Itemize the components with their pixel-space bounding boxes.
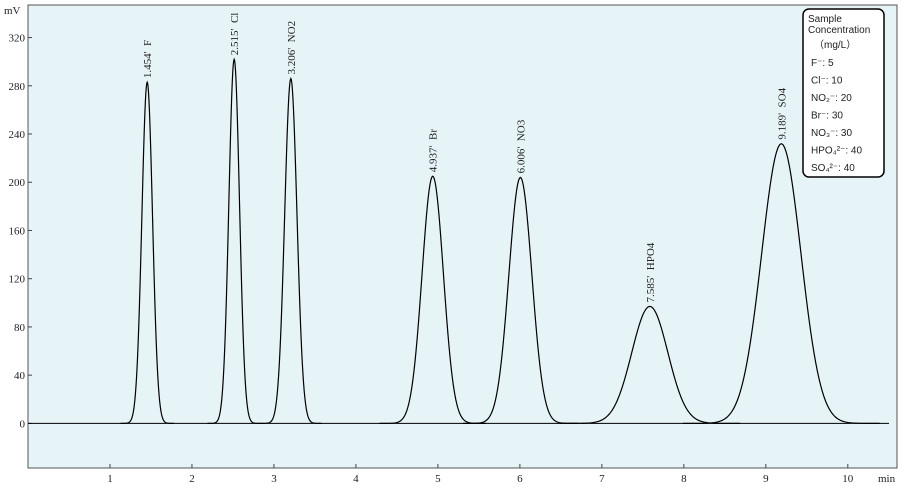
y-tick-label: 0 xyxy=(20,418,26,430)
y-tick-label: 120 xyxy=(9,274,26,286)
legend-item: Cl⁻: 10 xyxy=(811,76,843,87)
y-tick-label: 40 xyxy=(14,370,26,382)
x-tick-label: 5 xyxy=(435,473,441,485)
peak xyxy=(379,175,487,424)
y-tick-label: 320 xyxy=(9,33,26,45)
peak-label: 6.006' NO3 xyxy=(515,119,527,173)
legend-item: SO₄²⁻: 40 xyxy=(811,163,855,174)
x-tick-label: 7 xyxy=(599,473,605,485)
y-tick-label: 200 xyxy=(9,177,26,189)
peak-label: 4.937' Br xyxy=(428,129,440,173)
x-tick-label: 4 xyxy=(353,473,359,485)
x-tick-label: 8 xyxy=(681,473,687,485)
x-tick-label: 10 xyxy=(842,473,854,485)
legend-item: NO₃⁻: 30 xyxy=(811,128,852,139)
y-tick-label: 240 xyxy=(9,129,26,141)
legend-box xyxy=(802,8,885,178)
legend-item: Br⁻: 30 xyxy=(811,111,843,122)
peak-label: 2.515' Cl xyxy=(229,13,241,56)
legend-item: HPO₄²⁻: 40 xyxy=(811,146,862,157)
peak xyxy=(682,142,880,424)
peak-label: 9.189' SO4 xyxy=(776,87,788,139)
legend-title: Sample Concentration xyxy=(808,14,870,36)
legend-item: NO₂⁻: 20 xyxy=(811,93,852,104)
x-tick-label: 1 xyxy=(107,473,113,485)
legend-unit: （mg/L） xyxy=(814,39,856,51)
x-unit: min xyxy=(878,473,896,485)
peak xyxy=(260,77,322,424)
x-tick-label: 9 xyxy=(763,473,769,485)
y-tick-label: 280 xyxy=(9,81,26,93)
x-tick-label: 6 xyxy=(517,473,523,485)
peak-label: 1.454' F xyxy=(142,40,154,78)
peak-label: 7.585' HPO4 xyxy=(645,242,657,302)
peak xyxy=(120,80,174,424)
x-tick-label: 3 xyxy=(271,473,277,485)
peak xyxy=(207,57,261,424)
peak-label: 3.206' NO2 xyxy=(286,21,298,75)
y-tick-label: 80 xyxy=(14,322,26,334)
y-tick-label: 160 xyxy=(9,225,26,237)
y-unit: mV xyxy=(4,5,21,17)
peak xyxy=(462,176,578,424)
legend: Sample Concentration （mg/L） F⁻: 5 Cl⁻: 10 NO₂… xyxy=(802,8,885,178)
legend-item: F⁻: 5 xyxy=(811,58,834,69)
plot-area xyxy=(27,4,898,469)
x-tick-label: 2 xyxy=(189,473,195,485)
